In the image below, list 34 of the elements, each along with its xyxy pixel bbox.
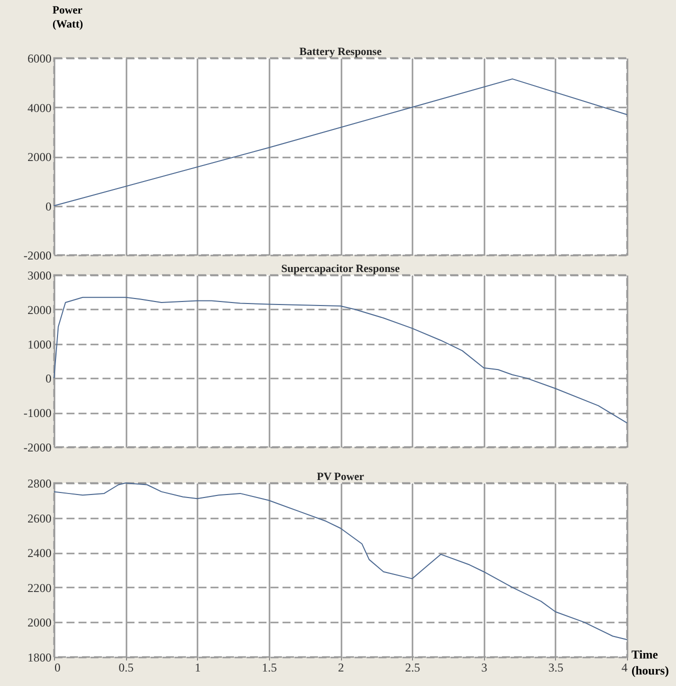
y-tick-label: 1800 (28, 650, 52, 664)
y-tick-label: 4000 (28, 100, 52, 115)
x-tick-label: 4 (622, 660, 628, 674)
chart-title: Battery Response (299, 46, 382, 58)
y-tick-label: 1000 (28, 337, 52, 352)
y-tick-label: 2200 (28, 580, 52, 595)
line-series (54, 296, 628, 424)
x-tick-label: 3 (481, 660, 488, 674)
y-tick-label: 2600 (28, 511, 52, 526)
y-tick-label: 0 (46, 372, 52, 386)
line-series (54, 78, 628, 206)
y-tick-label: 6000 (28, 52, 52, 66)
line-series (54, 482, 628, 640)
x-tick-label: 1 (194, 660, 201, 674)
x-tick-label: 0 (54, 660, 60, 674)
chart-title: Supercapacitor Response (281, 263, 400, 275)
x-tick-label: 3.5 (548, 660, 564, 674)
y-tick-label: -2000 (24, 248, 52, 262)
x-axis-title: Time (hours) (632, 648, 669, 678)
x-tick-label: 2.5 (405, 660, 420, 674)
y-tick-label: 2400 (28, 546, 52, 560)
chart-title: PV Power (316, 471, 364, 483)
y-tick-label: -1000 (24, 406, 52, 420)
y-tick-label: 2800 (28, 476, 52, 490)
x-tick-label: 1.5 (262, 660, 277, 674)
y-tick-label: 2000 (28, 150, 52, 164)
y-tick-label: 3000 (28, 268, 52, 282)
y-tick-label: 2000 (28, 616, 52, 630)
y-tick-label: -2000 (24, 440, 52, 454)
y-tick-label: 2000 (28, 302, 52, 317)
y-axis-title: Power (Watt) (52, 4, 84, 30)
x-tick-label: 2 (338, 660, 344, 674)
x-tick-label: 0.5 (118, 660, 134, 674)
y-tick-label: 0 (46, 199, 52, 214)
